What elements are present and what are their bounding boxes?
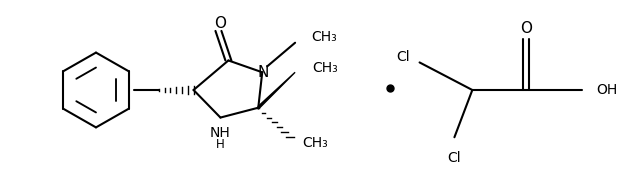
Text: OH: OH	[596, 83, 617, 97]
Text: Cl: Cl	[447, 151, 461, 165]
Text: CH₃: CH₃	[311, 30, 337, 44]
Polygon shape	[259, 72, 295, 109]
Text: N: N	[257, 65, 269, 80]
Text: H: H	[216, 138, 225, 151]
Text: CH₃: CH₃	[312, 61, 338, 75]
Text: NH: NH	[210, 126, 231, 140]
Text: Cl: Cl	[396, 50, 410, 64]
Text: O: O	[214, 16, 227, 31]
Text: CH₃: CH₃	[302, 136, 328, 150]
Text: O: O	[520, 21, 532, 37]
